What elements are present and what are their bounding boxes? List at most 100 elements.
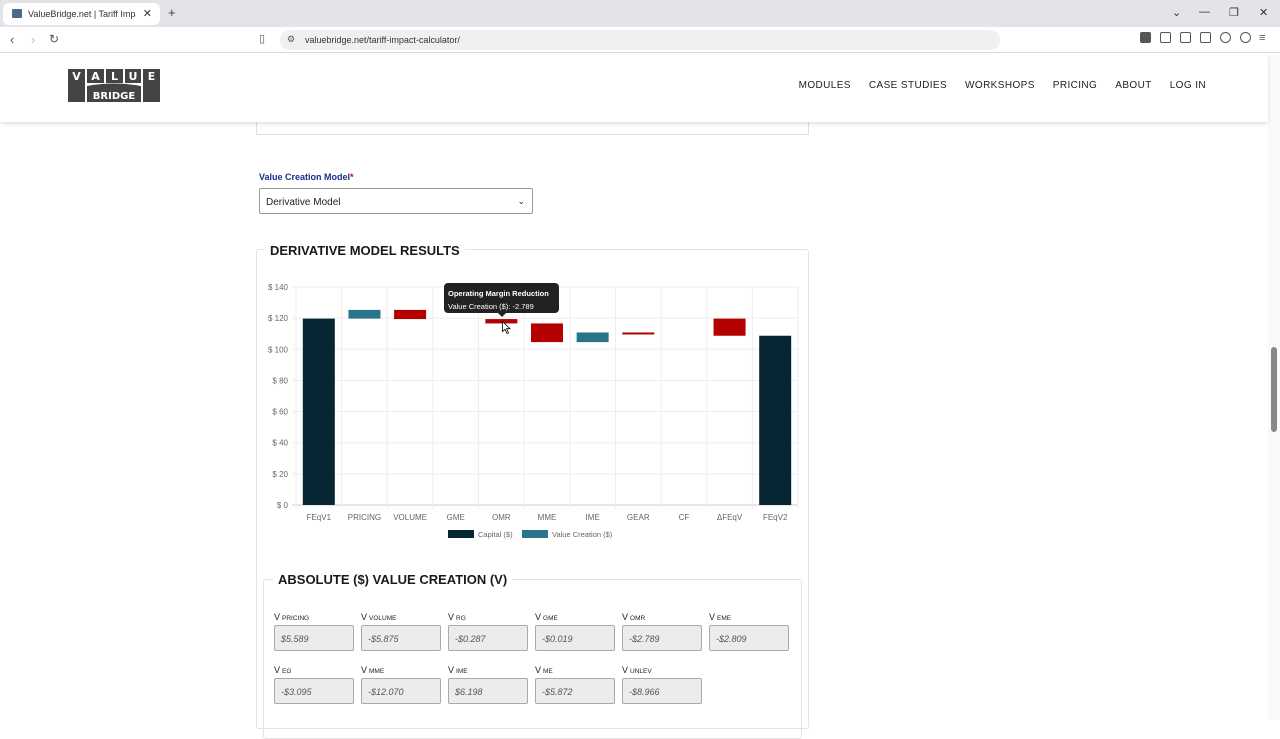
value-field-label: V MME (361, 665, 385, 675)
y-tick-label: $ 60 (272, 408, 288, 417)
svg-text:U: U (129, 70, 138, 83)
svg-text:L: L (111, 70, 118, 83)
x-tick-label: MME (538, 513, 557, 522)
y-tick-label: $ 40 (272, 439, 288, 448)
menu-modules[interactable]: MODULES (798, 80, 851, 91)
legend-swatch-value-creation (522, 530, 548, 538)
value-field-input[interactable]: $6.198 (448, 678, 528, 704)
browser-tab-bar: ValueBridge.net | Tariff Impact C ✕ + ⌄ —… (0, 0, 1280, 27)
menu-icon[interactable]: ≡ (1259, 32, 1266, 44)
chart-tooltip: Operating Margin Reduction Value Creation… (444, 283, 559, 317)
bar-feqv1 (302, 318, 335, 505)
value-field-omr: V OMR -$2.789 (622, 612, 702, 651)
value-field-label: V VOLUME (361, 612, 397, 622)
svg-text:E: E (148, 70, 156, 83)
scrollbar-thumb[interactable] (1271, 347, 1277, 432)
value-field-label: V RG (448, 612, 466, 622)
value-field-label: V OMR (622, 612, 646, 622)
x-tick-label: GME (447, 513, 465, 522)
value-field-label: V EME (709, 612, 732, 622)
results-title: DERIVATIVE MODEL RESULTS (265, 243, 465, 258)
sidebar-icon[interactable] (1180, 32, 1191, 43)
absolute-title: ABSOLUTE ($) VALUE CREATION (V) (273, 572, 513, 587)
absolute-fieldset (263, 579, 802, 739)
x-tick-label: OMR (492, 513, 511, 522)
restore-icon[interactable]: ❐ (1229, 7, 1239, 19)
main-menu: MODULES CASE STUDIES WORKSHOPS PRICING A… (799, 80, 1206, 91)
page-scrollbar[interactable] (1268, 54, 1280, 720)
value-field-input[interactable]: -$8.966 (622, 678, 702, 704)
value-field-ime: V IME $6.198 (448, 665, 528, 704)
extensions-icon[interactable] (1160, 32, 1171, 43)
model-select-value: Derivative Model (266, 197, 341, 208)
x-tick-label: VOLUME (393, 513, 427, 522)
reload-icon[interactable]: ↻ (49, 32, 60, 46)
x-tick-label: IME (586, 513, 600, 522)
value-field-label: V UNLEV (622, 665, 652, 675)
value-field-input[interactable]: -$5.872 (535, 678, 615, 704)
bookmark-icon[interactable]: ▯ (259, 33, 266, 45)
bar-ime (576, 332, 609, 343)
value-field-label: V EG (274, 665, 292, 675)
value-field-input[interactable]: -$3.095 (274, 678, 354, 704)
value-field-input[interactable]: -$2.789 (622, 625, 702, 651)
menu-about[interactable]: ABOUT (1115, 80, 1152, 91)
url-text: valuebridge.net/tariff-impact-calculator… (305, 35, 460, 45)
forward-icon[interactable]: › (31, 32, 36, 47)
tab-list-icon[interactable]: ⌄ (1172, 7, 1182, 19)
menu-workshops[interactable]: WORKSHOPS (965, 80, 1035, 91)
ai-icon[interactable] (1220, 32, 1231, 43)
value-field-input[interactable]: -$12.070 (361, 678, 441, 704)
close-window-icon[interactable]: ✕ (1259, 7, 1269, 19)
value-field-label: V ME (535, 665, 553, 675)
valuebridge-logo[interactable]: V A L U E BRIDGE (68, 69, 160, 102)
bar-mme (531, 323, 563, 343)
model-label: Value Creation Model* (259, 172, 354, 182)
svg-text:V: V (72, 70, 81, 83)
value-field-me: V ME -$5.872 (535, 665, 615, 704)
browser-tab[interactable]: ValueBridge.net | Tariff Impact C ✕ (3, 3, 160, 25)
extension-icon[interactable] (1140, 32, 1151, 43)
wallet-icon[interactable] (1200, 32, 1211, 43)
svg-text:BRIDGE: BRIDGE (93, 91, 136, 102)
x-tick-label: CF (679, 513, 690, 522)
value-field-input[interactable]: $5.589 (274, 625, 354, 651)
browser-toolbar: ‹ › ↻ ▯ ⚙ valuebridge.net/tariff-impact-c… (0, 27, 1280, 53)
new-tab-icon[interactable]: + (168, 5, 176, 20)
value-field-label: V IME (448, 665, 468, 675)
value-field-input[interactable]: -$2.809 (709, 625, 789, 651)
value-field-gme: V GME -$0.019 (535, 612, 615, 651)
x-tick-label: FEqV1 (307, 513, 332, 522)
value-field-eme: V EME -$2.809 (709, 612, 789, 651)
legend-swatch-capital (448, 530, 474, 538)
menu-pricing[interactable]: PRICING (1052, 80, 1098, 91)
legend-label-capital: Capital ($) (478, 530, 513, 539)
site-header: V A L U E BRIDGE MODULES CASE STUDIES WO… (0, 54, 1268, 122)
close-tab-icon[interactable]: ✕ (142, 8, 152, 20)
address-bar[interactable]: ⚙ valuebridge.net/tariff-impact-calculato… (280, 30, 1000, 50)
x-tick-label: FEqV2 (763, 513, 788, 522)
vpn-icon[interactable] (1240, 32, 1251, 43)
value-field-volume: V VOLUME -$5.875 (361, 612, 441, 651)
value-field-rg: V RG -$0.287 (448, 612, 528, 651)
value-field-input[interactable]: -$5.875 (361, 625, 441, 651)
site-settings-icon[interactable]: ⚙ (287, 34, 296, 44)
value-field-eg: V EG -$3.095 (274, 665, 354, 704)
y-tick-label: $ 80 (272, 376, 288, 385)
menu-case-studies[interactable]: CASE STUDIES (868, 80, 948, 91)
value-field-input[interactable]: -$0.019 (535, 625, 615, 651)
minimize-icon[interactable]: — (1199, 6, 1210, 18)
value-field-input[interactable]: -$0.287 (448, 625, 528, 651)
chevron-down-icon: ⌄ (517, 196, 525, 206)
bar-δfeqv (713, 318, 746, 336)
mouse-cursor-icon (502, 321, 511, 334)
bar-omr (485, 319, 518, 324)
waterfall-chart: $ 0 $ 20 $ 40 $ 60 $ 80 $ 100 $ 120 $ 140 FEqV1 P… (268, 283, 799, 539)
x-tick-label: ΔFEqV (717, 513, 743, 522)
x-tick-label: PRICING (348, 513, 381, 522)
legend-label-value-creation: Value Creation ($) (552, 530, 613, 539)
model-select[interactable]: Derivative Model ⌄ (259, 188, 533, 214)
back-icon[interactable]: ‹ (10, 32, 15, 47)
menu-log-in[interactable]: LOG IN (1169, 80, 1206, 91)
y-tick-label: $ 0 (277, 501, 289, 510)
